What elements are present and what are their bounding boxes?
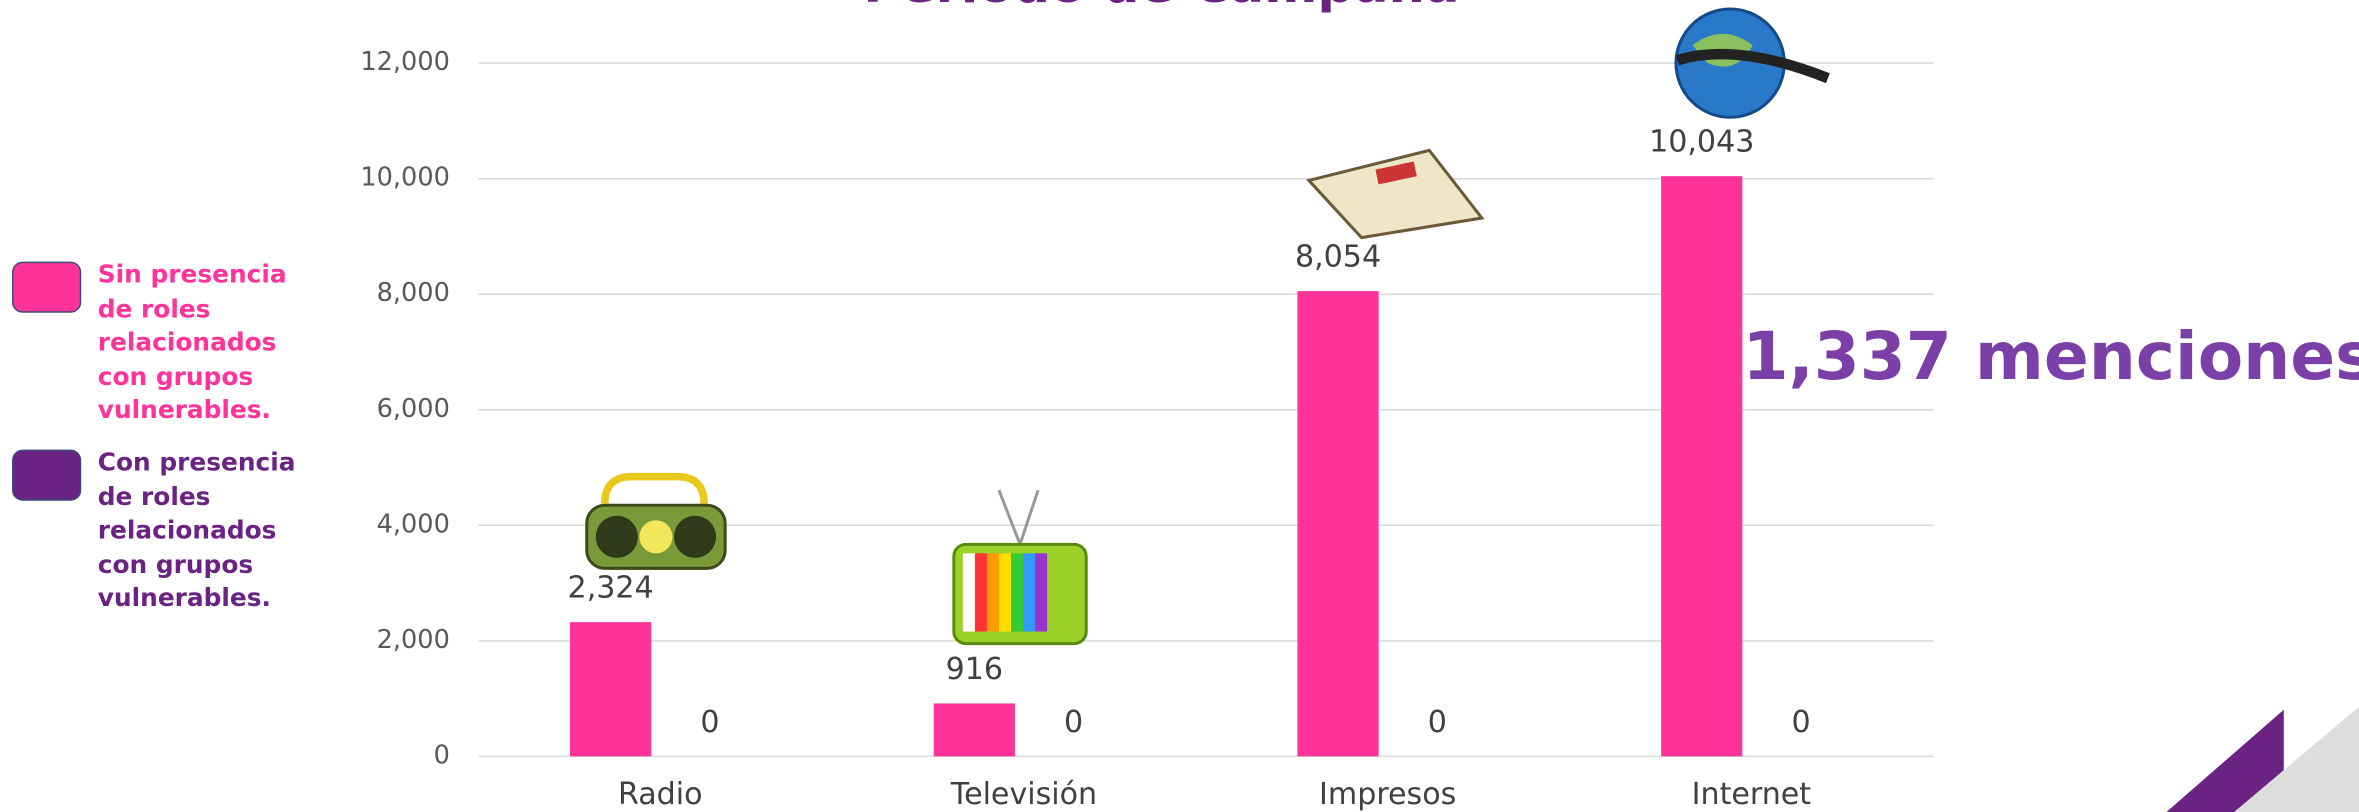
x-tick-label: Impresos — [1319, 777, 1456, 812]
data-label: 0 — [1428, 705, 1447, 740]
x-tick-label: Radio — [618, 777, 703, 812]
legend-swatch — [12, 261, 82, 313]
data-label: 0 — [1064, 705, 1083, 740]
data-label: 0 — [700, 705, 719, 740]
y-tick-label: 4,000 — [377, 509, 450, 539]
tv-icon — [952, 489, 1088, 646]
y-tick-label: 0 — [434, 740, 450, 770]
legend-label: Sin presencia de roles relacionados con … — [97, 260, 287, 425]
y-tick-label: 6,000 — [377, 394, 450, 424]
data-label: 10,043 — [1649, 125, 1754, 160]
data-label: 0 — [1791, 705, 1810, 740]
annotation: 21,337 menciones — [1696, 318, 2359, 395]
legend-label: Con presencia de roles relacionados con … — [97, 448, 296, 613]
legend-swatch — [12, 449, 82, 501]
data-label: 8,054 — [1295, 240, 1381, 275]
legend-item: Sin presencia de roles relacionados con … — [12, 259, 323, 428]
x-tick-label: Internet — [1692, 777, 1812, 812]
legend-item: Con presencia de roles relacionados con … — [12, 447, 308, 616]
y-tick-label: 2,000 — [377, 625, 450, 655]
y-tick-label: 10,000 — [360, 163, 449, 193]
x-tick-label: Televisión — [950, 777, 1097, 812]
data-label: 916 — [946, 652, 1003, 687]
chart-title: Periodo de Campaña — [863, 0, 1459, 15]
y-tick-label: 12,000 — [360, 47, 449, 77]
bar — [570, 622, 652, 757]
radio-icon — [585, 472, 727, 570]
globe-icon — [1674, 7, 1830, 119]
data-label: 2,324 — [568, 571, 654, 606]
bar — [1661, 176, 1743, 757]
bar — [933, 703, 1015, 757]
y-tick-label: 8,000 — [377, 278, 450, 308]
bar — [1297, 291, 1379, 757]
newspaper-icon — [1306, 148, 1485, 240]
